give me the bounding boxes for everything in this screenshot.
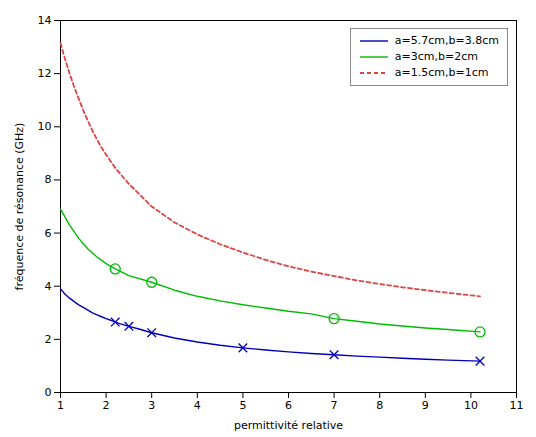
- svg-text:6: 6: [285, 399, 292, 412]
- html-text:a=1.5cm,b=1cm: a=1.5cm,b=1cm: [394, 66, 489, 79]
- svg-text:11: 11: [510, 399, 524, 412]
- svg-text:8: 8: [45, 173, 52, 186]
- svg-text:5: 5: [239, 399, 246, 412]
- svg-text:2: 2: [103, 399, 110, 412]
- svg-text:fréquence de résonance (GHz): fréquence de résonance (GHz): [13, 123, 26, 291]
- svg-text:8: 8: [376, 399, 383, 412]
- html-text:a=3cm,b=2cm: a=3cm,b=2cm: [394, 50, 478, 63]
- svg-text:12: 12: [38, 67, 52, 80]
- svg-text:9: 9: [422, 399, 429, 412]
- svg-text:14: 14: [38, 14, 52, 27]
- svg-text:0: 0: [45, 386, 52, 399]
- svg-text:6: 6: [45, 227, 52, 240]
- svg-text:4: 4: [194, 399, 201, 412]
- svg-text:4: 4: [45, 280, 52, 293]
- svg-text:10: 10: [38, 120, 52, 133]
- svg-text:2: 2: [45, 333, 52, 346]
- svg-text:permittivité relative: permittivité relative: [234, 419, 343, 432]
- svg-text:3: 3: [148, 399, 155, 412]
- svg-text:10: 10: [464, 399, 478, 412]
- svg-text:7: 7: [331, 399, 338, 412]
- html-text:a=5.7cm,b=3.8cm: a=5.7cm,b=3.8cm: [394, 34, 499, 47]
- svg-text:1: 1: [57, 399, 64, 412]
